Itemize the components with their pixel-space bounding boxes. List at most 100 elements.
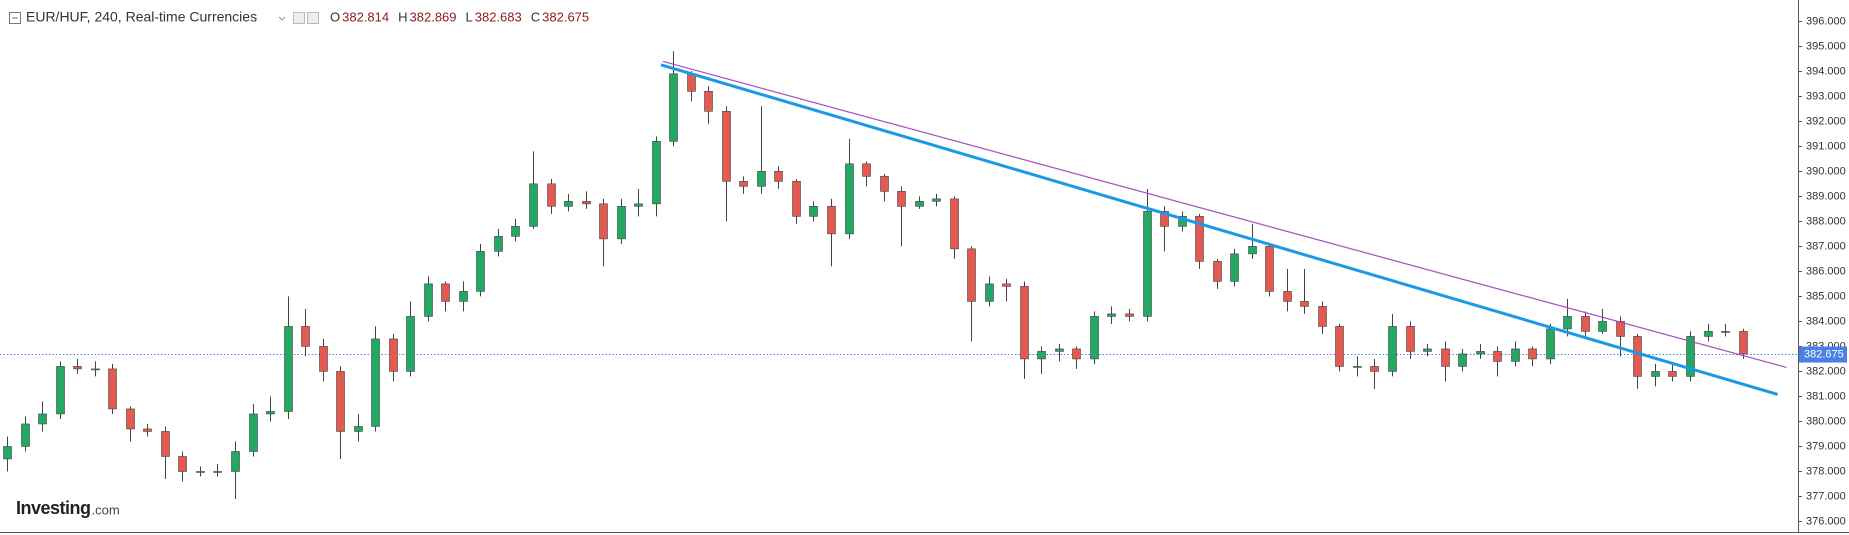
candle-body [950, 198, 959, 250]
ohlc-value: 382.675 [542, 9, 589, 24]
candle-body [459, 291, 468, 302]
candle-body [73, 366, 82, 370]
candle-body [1388, 326, 1397, 372]
close-icon[interactable] [307, 12, 319, 24]
candle-body [476, 251, 485, 292]
candle-body [1335, 326, 1344, 367]
candle-body [634, 203, 643, 207]
ohlc-legend: O 382.814 H 382.869 L 382.683 C 382.675 [330, 9, 589, 24]
candle-body [809, 206, 818, 217]
dropdown-icon[interactable] [278, 16, 286, 21]
candle-body [1230, 253, 1239, 282]
candle-body [669, 73, 678, 142]
candle-body [371, 338, 380, 427]
y-tick-label: 389.000 [1806, 190, 1846, 202]
candle-body [1598, 321, 1607, 332]
candle-body [213, 471, 222, 473]
candle-body [582, 201, 591, 205]
candle-body [494, 236, 503, 252]
candle-body [266, 411, 275, 415]
candle-body [1213, 261, 1222, 282]
ohlc-value: 382.814 [342, 9, 389, 24]
candle-body [827, 206, 836, 235]
logo-text: Investing [16, 498, 91, 518]
candle-body [3, 446, 12, 460]
candle-body [687, 73, 696, 92]
collapse-icon[interactable] [9, 12, 21, 24]
candle-body [1370, 366, 1379, 372]
y-tick-label: 382.000 [1806, 365, 1846, 377]
candle-body [880, 176, 889, 192]
candle-body [897, 191, 906, 207]
candle-body [932, 198, 941, 202]
candle-body [1300, 301, 1309, 307]
candle-body [529, 183, 538, 227]
candle-body [915, 201, 924, 207]
y-tick-label: 394.000 [1806, 65, 1846, 77]
candle-body [1318, 306, 1327, 327]
candle-body [547, 183, 556, 207]
candle-body [1721, 331, 1730, 333]
candle-body [1055, 348, 1064, 352]
candle-body [1143, 211, 1152, 317]
ohlc-value: 382.869 [410, 9, 457, 24]
y-tick-label: 377.000 [1806, 490, 1846, 502]
candle-body [1283, 291, 1292, 302]
y-tick-label: 393.000 [1806, 90, 1846, 102]
candle-body [406, 316, 415, 372]
y-tick-label: 391.000 [1806, 140, 1846, 152]
settings-icon[interactable] [293, 12, 305, 24]
candle-body [1441, 348, 1450, 367]
candle-body [1160, 211, 1169, 227]
last-price-badge [1799, 346, 1847, 363]
candle-body [1125, 313, 1134, 317]
candle-body [617, 206, 626, 240]
ohlc-key: H [398, 9, 407, 24]
candle-body [354, 426, 363, 432]
y-tick-label: 379.000 [1806, 440, 1846, 452]
candle-body [38, 413, 47, 425]
candle-body [1353, 366, 1362, 368]
candle-body [1265, 246, 1274, 292]
candle-body [126, 408, 135, 430]
candle-body [231, 451, 240, 472]
candle-body [1458, 353, 1467, 367]
candle-body [722, 111, 731, 182]
candle-body [1528, 348, 1537, 360]
y-tick-label: 384.000 [1806, 315, 1846, 327]
header: EUR/HUF, 240, Real-time Currencies O 382.… [9, 9, 589, 25]
logo: Investing .com [16, 498, 120, 518]
candle-body [196, 471, 205, 473]
candle-body [1668, 371, 1677, 377]
candle-body [1739, 331, 1748, 355]
candle-body [739, 181, 748, 187]
candle-body [1002, 283, 1011, 287]
candle-body [862, 163, 871, 177]
y-tick-label: 396.000 [1806, 15, 1846, 27]
candle-body [284, 326, 293, 412]
candle-body [704, 90, 713, 112]
candle-body [1107, 313, 1116, 317]
y-tick-label: 392.000 [1806, 115, 1846, 127]
candle-body [1563, 316, 1572, 330]
ohlc-key: C [531, 9, 540, 24]
candle-body [967, 248, 976, 302]
candle-body [792, 181, 801, 217]
chart-title: EUR/HUF, 240, Real-time Currencies [26, 9, 257, 25]
y-tick-label: 380.000 [1806, 415, 1846, 427]
trendline [660, 63, 1779, 396]
candle-body [161, 431, 170, 457]
candle-body [1511, 348, 1520, 362]
candle-body [845, 163, 854, 235]
candle-body [1476, 351, 1485, 355]
candle-body [319, 346, 328, 372]
candle-body [1248, 246, 1257, 255]
candle-body [178, 456, 187, 472]
candles [3, 51, 1748, 499]
candle-body [1493, 351, 1502, 362]
y-tick-label: 395.000 [1806, 40, 1846, 52]
last-price-label-group: 382.675 [1799, 346, 1847, 363]
candle-body [1704, 331, 1713, 337]
candle-body [56, 366, 65, 415]
